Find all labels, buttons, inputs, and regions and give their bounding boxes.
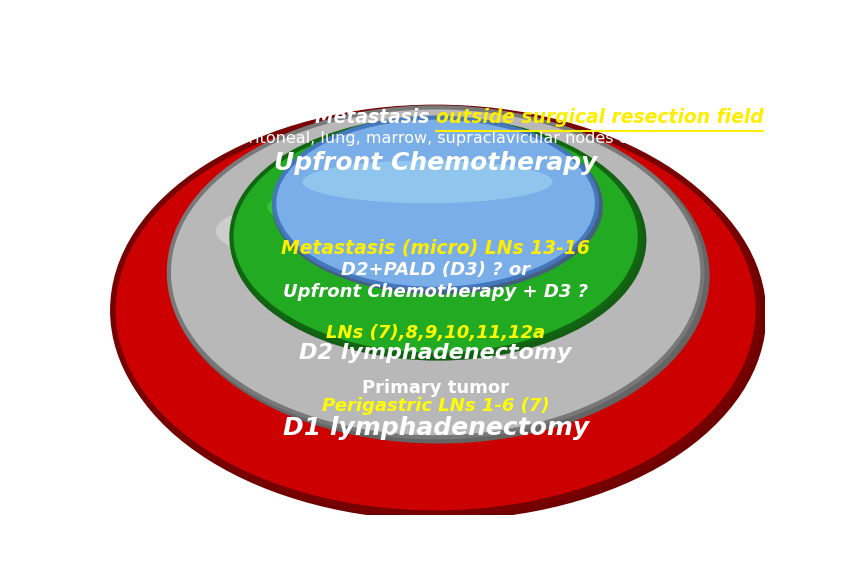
Ellipse shape	[231, 119, 640, 355]
Text: Primary tumor: Primary tumor	[362, 379, 509, 397]
Ellipse shape	[169, 107, 702, 437]
Text: Upfront Chemotherapy + D3 ?: Upfront Chemotherapy + D3 ?	[283, 283, 588, 302]
Text: Upfront Chemotherapy: Upfront Chemotherapy	[274, 151, 598, 175]
Ellipse shape	[275, 118, 597, 289]
Ellipse shape	[216, 190, 629, 272]
Ellipse shape	[168, 108, 710, 444]
Text: Metastasis: Metastasis	[314, 108, 435, 127]
Ellipse shape	[303, 160, 552, 203]
Ellipse shape	[230, 119, 646, 361]
Ellipse shape	[267, 178, 584, 237]
Ellipse shape	[169, 209, 670, 310]
Ellipse shape	[113, 107, 758, 513]
Text: (peritoneal, lung, marrow, supraclavicular nodes etc): (peritoneal, lung, marrow, supraclavicul…	[222, 131, 649, 146]
Text: D2+PALD (D3) ? or: D2+PALD (D3) ? or	[341, 261, 530, 279]
Text: Metastasis (micro) LNs 13-16: Metastasis (micro) LNs 13-16	[281, 239, 590, 257]
Text: LNs (7),8,9,10,11,12a: LNs (7),8,9,10,11,12a	[326, 324, 545, 342]
Ellipse shape	[272, 118, 603, 294]
Text: D2 lymphadenectomy: D2 lymphadenectomy	[299, 343, 572, 362]
Ellipse shape	[113, 109, 767, 520]
Text: outside surgical resection field: outside surgical resection field	[435, 108, 763, 127]
Text: Perigastric LNs 1-6 (7): Perigastric LNs 1-6 (7)	[322, 397, 549, 415]
Text: D1 lymphadenectomy: D1 lymphadenectomy	[282, 416, 589, 441]
